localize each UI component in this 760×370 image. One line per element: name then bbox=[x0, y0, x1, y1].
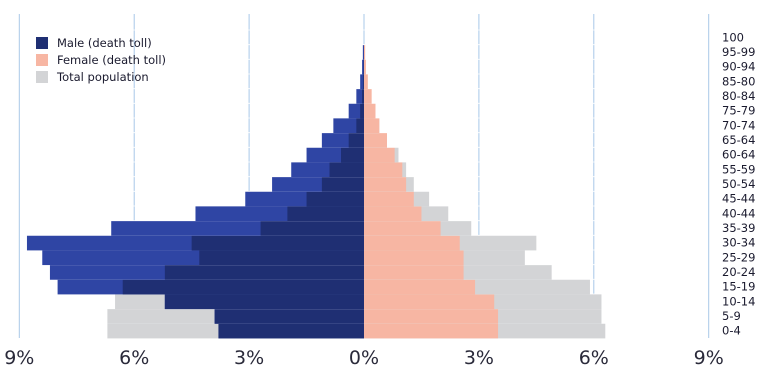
bar-female-60-64 bbox=[364, 147, 395, 163]
x-tick-label: 0% bbox=[349, 347, 379, 369]
y-tick-label: 55-59 bbox=[722, 162, 755, 176]
legend-swatch-total bbox=[36, 70, 48, 83]
bar-male-overlap-50-54 bbox=[321, 176, 364, 192]
y-tick-label: 85-80 bbox=[722, 74, 755, 88]
bar-male-overlap-55-59 bbox=[329, 162, 364, 178]
x-axis-ticks: 9% 6% 3% 0% 3% 6% 9% bbox=[4, 347, 724, 369]
legend-item-female: Female (death toll) bbox=[36, 51, 166, 68]
y-tick-label: 5-9 bbox=[722, 309, 741, 323]
legend-swatch-female bbox=[36, 53, 48, 66]
bar-female-25-29 bbox=[364, 250, 464, 266]
y-axis-ticks: 0-45-910-1415-1920-2425-2930-3435-3940-4… bbox=[722, 30, 755, 337]
bar-female-50-54 bbox=[364, 176, 407, 192]
bar-female-75-79 bbox=[364, 103, 376, 119]
bar-male-95-99 bbox=[362, 44, 364, 60]
y-tick-label: 35-39 bbox=[722, 221, 755, 235]
y-tick-label: 100 bbox=[722, 30, 744, 44]
x-tick-label: 6% bbox=[119, 347, 149, 369]
bar-female-5-9 bbox=[364, 308, 499, 324]
y-tick-label: 60-64 bbox=[722, 148, 755, 162]
y-tick-label: 50-54 bbox=[722, 177, 755, 191]
bar-male-overlap-15-19 bbox=[122, 279, 365, 295]
bar-male-overlap-10-14 bbox=[164, 294, 364, 310]
y-tick-label: 95-99 bbox=[722, 45, 755, 59]
legend-item-male: Male (death toll) bbox=[36, 34, 166, 51]
y-tick-label: 10-14 bbox=[722, 294, 755, 308]
bar-male-overlap-60-64 bbox=[341, 147, 364, 163]
x-tick-label: 9% bbox=[694, 347, 724, 369]
legend-label-total: Total population bbox=[57, 69, 149, 84]
legend-label-male: Male (death toll) bbox=[57, 35, 152, 50]
bar-female-35-39 bbox=[364, 220, 441, 236]
bar-male-overlap-65-64 bbox=[348, 132, 364, 148]
y-tick-label: 90-94 bbox=[722, 60, 755, 74]
bar-female-45-44 bbox=[364, 191, 414, 207]
y-tick-label: 15-19 bbox=[722, 280, 755, 294]
bar-female-95-99 bbox=[364, 44, 366, 60]
y-tick-label: 20-24 bbox=[722, 265, 755, 279]
x-tick-label: 9% bbox=[4, 347, 34, 369]
bar-male-overlap-30-34 bbox=[191, 235, 364, 251]
bar-female-80-84 bbox=[364, 88, 372, 104]
bar-female-15-19 bbox=[364, 279, 476, 295]
bar-male-75-79 bbox=[348, 103, 364, 119]
x-tick-label: 6% bbox=[579, 347, 609, 369]
bar-female-20-24 bbox=[364, 264, 464, 280]
y-tick-label: 65-64 bbox=[722, 133, 755, 147]
bar-male-overlap-45-44 bbox=[306, 191, 364, 207]
bar-female-40-44 bbox=[364, 206, 422, 222]
x-tick-label: 3% bbox=[464, 347, 494, 369]
bar-male-overlap-80-84 bbox=[362, 88, 364, 104]
y-tick-label: 80-84 bbox=[722, 89, 755, 103]
x-tick-label: 3% bbox=[234, 347, 264, 369]
bar-female-55-59 bbox=[364, 162, 403, 178]
bar-male-overlap-5-9 bbox=[214, 308, 364, 324]
bar-male-85-80 bbox=[360, 74, 364, 90]
bar-male-overlap-0-4 bbox=[218, 323, 364, 339]
y-tick-label: 30-34 bbox=[722, 236, 755, 250]
bar-female-85-80 bbox=[364, 74, 368, 90]
bar-male-overlap-40-44 bbox=[287, 206, 364, 222]
bar-female-65-64 bbox=[364, 132, 387, 148]
bar-female-90-94 bbox=[364, 59, 366, 75]
y-tick-label: 70-74 bbox=[722, 118, 755, 132]
bar-male-80-84 bbox=[356, 88, 364, 104]
bar-male-overlap-25-29 bbox=[199, 250, 364, 266]
bar-male-overlap-35-39 bbox=[260, 220, 364, 236]
legend: Male (death toll) Female (death toll) To… bbox=[36, 34, 166, 85]
y-tick-label: 40-44 bbox=[722, 206, 755, 220]
y-tick-label: 0-4 bbox=[722, 324, 741, 338]
y-tick-label: 75-79 bbox=[722, 104, 755, 118]
bar-female-30-34 bbox=[364, 235, 460, 251]
legend-label-female: Female (death toll) bbox=[57, 52, 167, 67]
y-tick-label: 25-29 bbox=[722, 250, 755, 264]
y-tick-label: 45-44 bbox=[722, 192, 755, 206]
bar-male-overlap-85-80 bbox=[363, 74, 364, 90]
legend-swatch-male bbox=[36, 36, 48, 49]
bar-male-overlap-70-74 bbox=[356, 118, 364, 134]
bar-female-0-4 bbox=[364, 323, 499, 339]
bar-male-overlap-75-79 bbox=[360, 103, 364, 119]
bar-female-10-14 bbox=[364, 294, 495, 310]
bar-male-overlap-20-24 bbox=[164, 264, 364, 280]
bar-male-90-94 bbox=[362, 59, 364, 75]
bar-female-70-74 bbox=[364, 118, 380, 134]
legend-item-total: Total population bbox=[36, 68, 166, 85]
bars-layer bbox=[20, 29, 700, 339]
